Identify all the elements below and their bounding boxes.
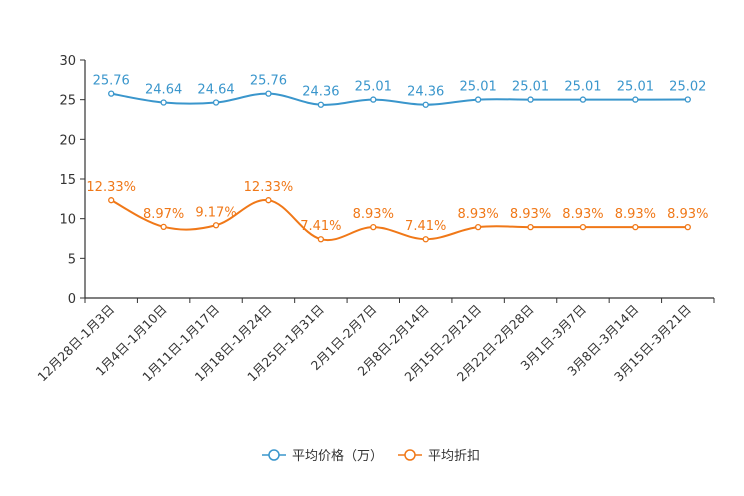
data-label: 25.01 [564,80,601,95]
data-point[interactable] [265,90,272,97]
data-point[interactable] [160,99,167,106]
y-axis: 0 5 10 15 20 25 30 [59,54,86,307]
data-point[interactable] [632,96,639,103]
data-point[interactable] [317,101,325,108]
data-point[interactable] [370,96,377,103]
x-axis: 12月28日-1月3日1月4日-1月10日1月11日-1月17日1月18日-1月… [34,297,715,384]
data-label: 8.97% [143,207,184,222]
y-tick-label: 10 [59,213,76,228]
series-line-0 [111,92,688,106]
data-label: 9.17% [195,205,236,220]
data-point[interactable] [370,224,377,231]
data-label: 8.93% [562,207,603,222]
data-label: 12.33% [86,180,136,195]
data-point[interactable] [579,96,587,103]
data-point[interactable] [474,96,482,103]
y-tick-label: 30 [59,54,76,69]
data-label: 25.01 [617,80,654,95]
data-label: 24.36 [407,85,444,100]
y-tick-label: 20 [59,133,76,148]
data-label: 25.01 [355,80,392,95]
data-label: 25.01 [460,80,497,95]
data-label: 8.93% [615,207,656,222]
data-point[interactable] [684,224,691,231]
data-point[interactable] [108,90,115,97]
data-label: 25.76 [250,74,287,89]
data-label: 25.76 [93,74,130,89]
data-point[interactable] [212,222,220,229]
data-point[interactable] [317,236,325,243]
data-label: 24.64 [145,83,182,98]
data-point[interactable] [632,224,639,231]
data-point[interactable] [108,197,115,204]
data-label: 8.93% [667,207,708,222]
data-point[interactable] [527,96,534,103]
legend[interactable]: 平均价格（万） 平均折扣 [262,448,480,464]
legend-marker-icon [268,449,280,461]
data-label: 7.41% [300,219,341,234]
data-label: 8.93% [510,207,551,222]
data-label: 25.02 [669,80,706,95]
data-label: 8.93% [457,207,498,222]
y-tick-label: 5 [68,252,76,267]
data-point[interactable] [265,197,272,204]
data-label: 24.36 [302,85,339,100]
data-point[interactable] [422,101,429,108]
legend-item-0[interactable]: 平均价格（万） [262,448,383,464]
legend-label: 平均价格（万） [292,448,383,464]
data-point[interactable] [212,99,220,106]
y-tick-label: 0 [68,292,76,307]
data-point[interactable] [684,96,691,103]
data-point[interactable] [579,224,587,231]
series-layer: 25.76 24.64 24.64 25.76 24.36 25.01 24.36 25.01… [86,74,708,243]
legend-label: 平均折扣 [428,449,480,464]
data-label: 24.64 [197,83,234,98]
legend-marker-icon [404,449,416,461]
data-point[interactable] [422,236,429,243]
y-tick-label: 15 [59,173,76,188]
data-label: 12.33% [244,180,294,195]
legend-item-1[interactable]: 平均折扣 [398,449,480,464]
data-label: 8.93% [353,207,394,222]
data-label: 7.41% [405,219,446,234]
y-tick-label: 25 [59,94,76,109]
data-label: 25.01 [512,80,549,95]
data-point[interactable] [474,224,482,231]
data-point[interactable] [527,224,534,231]
data-point[interactable] [160,223,167,230]
